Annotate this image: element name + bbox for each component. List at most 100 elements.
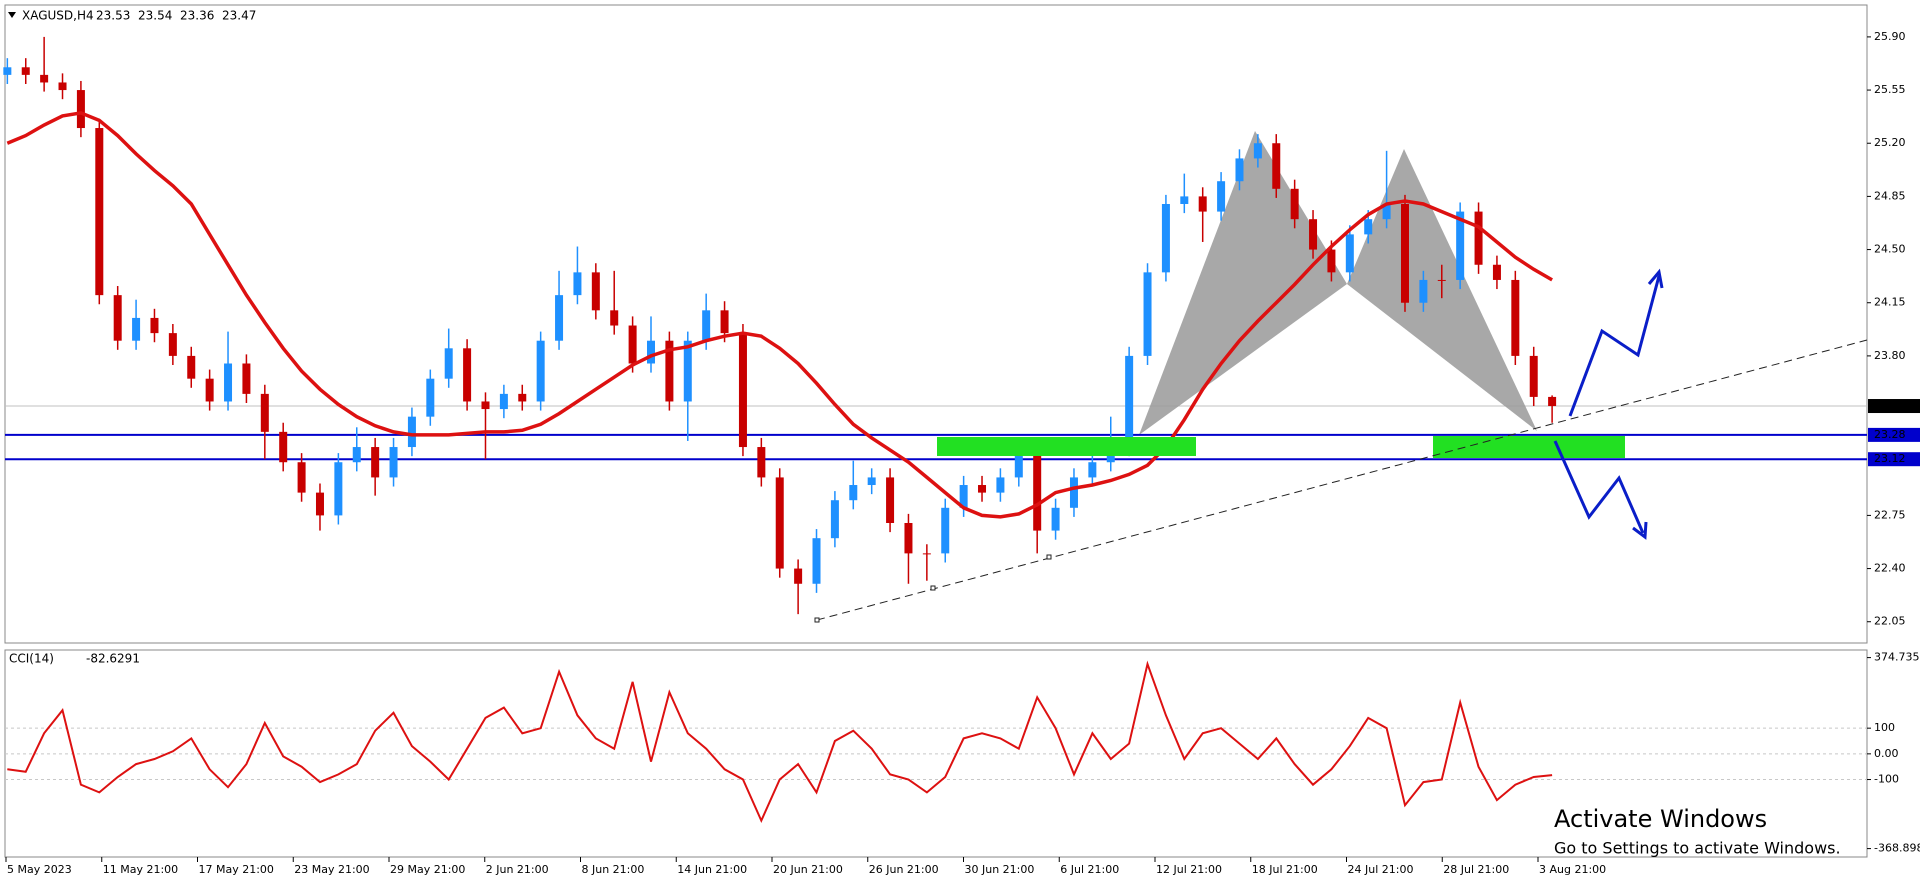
cci-line	[7, 660, 1553, 824]
candle-body	[536, 340, 545, 402]
candle-body	[1180, 196, 1189, 204]
y-tick-label: 374.735	[1874, 651, 1920, 664]
y-tick-label: 0.00	[1874, 747, 1899, 760]
candle-body	[224, 363, 233, 402]
candle-body	[518, 393, 527, 402]
candle-body	[830, 500, 839, 539]
x-tick-label: 5 May 2023	[7, 863, 72, 876]
x-tick-label: 6 Jul 21:00	[1060, 863, 1119, 876]
level-label-bg	[1868, 452, 1920, 467]
candle-body	[315, 492, 324, 516]
price-panel	[4, 4, 1868, 644]
x-tick-label: 29 May 21:00	[390, 863, 465, 876]
candle-body	[1364, 219, 1373, 235]
price-label-bg	[1868, 399, 1920, 414]
candle-body	[407, 416, 416, 448]
candle-body	[1014, 454, 1023, 478]
x-tick-label: 11 May 21:00	[103, 863, 178, 876]
cci-value: -82.6291	[86, 652, 140, 666]
menu-marker[interactable]	[8, 12, 16, 18]
candle-body	[1345, 234, 1354, 273]
candle-body	[904, 522, 913, 554]
y-tick-label: 25.20	[1874, 136, 1906, 149]
candle-body	[1051, 507, 1060, 531]
y-tick-label: 100	[1874, 721, 1895, 734]
candle-body	[132, 317, 141, 341]
x-tick-label: 18 Jul 21:00	[1252, 863, 1318, 876]
header-high: 23.54	[138, 9, 172, 23]
candle-body	[775, 477, 784, 569]
candle-body	[1419, 279, 1428, 303]
candle-body	[371, 447, 380, 478]
candle-body	[959, 485, 968, 508]
candle-body	[1474, 211, 1483, 265]
candle-body	[1143, 272, 1152, 356]
candle-body	[647, 340, 655, 364]
candle-body	[720, 310, 729, 334]
arrow-down	[1553, 440, 1645, 534]
y-tick-label: 25.55	[1874, 83, 1906, 96]
candle-body	[1456, 211, 1465, 280]
candle-body	[1272, 143, 1281, 189]
symbol: XAGUSD,H4	[22, 9, 94, 23]
candle-body	[1400, 203, 1409, 303]
x-tick-label: 2 Jun 21:00	[486, 863, 549, 876]
candle-body	[426, 378, 435, 417]
zone	[1433, 436, 1625, 458]
candle-body	[205, 378, 214, 402]
candle-body	[702, 310, 711, 341]
y-tick-label: 22.75	[1874, 508, 1906, 521]
y-tick-label: 24.50	[1874, 243, 1906, 256]
candle-body	[1069, 477, 1078, 508]
zone	[937, 437, 1196, 456]
candle-body	[334, 462, 343, 516]
header-low: 23.36	[180, 9, 214, 23]
y-tick-label: 25.90	[1874, 30, 1906, 43]
x-tick-label: 17 May 21:00	[199, 863, 274, 876]
candle-body	[573, 272, 582, 296]
candle-body	[1217, 181, 1226, 212]
candle-body	[260, 393, 269, 432]
candle-body	[996, 477, 1005, 493]
x-tick-label: 28 Jul 21:00	[1443, 863, 1509, 876]
candle-body	[849, 485, 858, 501]
candle-body	[794, 568, 803, 584]
candle-body	[297, 462, 306, 493]
candle-body	[1327, 249, 1336, 273]
candle-body	[591, 272, 600, 311]
candle-body	[1198, 196, 1207, 212]
arrow-head	[1647, 268, 1664, 289]
candle-body	[95, 128, 104, 296]
candle-body	[555, 295, 564, 341]
candle-body	[40, 74, 49, 83]
candle-body	[499, 393, 508, 410]
candle-body	[1511, 279, 1520, 356]
arrow-up	[1568, 275, 1661, 417]
candle-body	[867, 477, 876, 486]
y-tick-label: 24.85	[1874, 189, 1906, 202]
candle-body	[58, 82, 67, 91]
candle-body	[3, 67, 12, 75]
current-price-label: 23.47	[1874, 399, 1906, 412]
candle-body	[610, 310, 619, 326]
header-open: 23.53	[96, 9, 130, 23]
candle-body	[1033, 454, 1042, 531]
candle-body	[1088, 462, 1097, 478]
x-tick-label: 3 Aug 21:00	[1539, 863, 1606, 876]
candle-body	[1437, 279, 1446, 281]
candle-body	[757, 447, 766, 478]
candle-body	[1235, 158, 1244, 182]
level-label: 23.12	[1874, 452, 1906, 465]
candle-body	[1548, 396, 1557, 407]
candle-body	[738, 333, 747, 448]
trend-anchor	[930, 585, 936, 591]
y-tick-label: 24.15	[1874, 296, 1906, 309]
candle-body	[683, 340, 692, 402]
candle-body	[1253, 143, 1262, 159]
candle-body	[1529, 355, 1538, 397]
x-tick-label: 26 Jun 21:00	[869, 863, 939, 876]
candle-body	[113, 295, 122, 341]
x-tick-label: 8 Jun 21:00	[582, 863, 645, 876]
x-tick-label: 12 Jul 21:00	[1156, 863, 1222, 876]
candle-body	[1161, 203, 1170, 273]
